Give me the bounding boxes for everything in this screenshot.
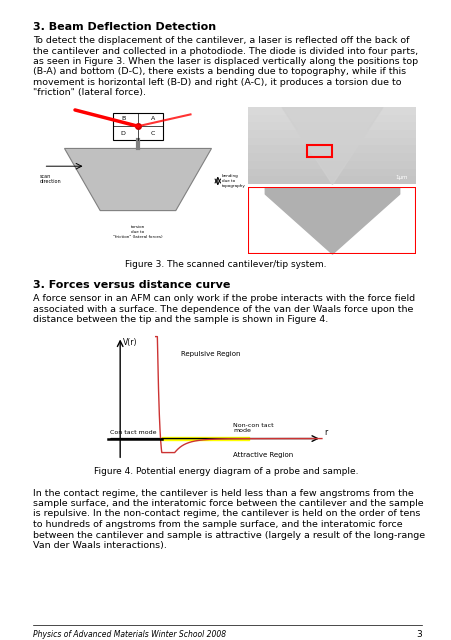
Text: r: r [323,428,327,437]
Text: associated with a surface. The dependence of the van der Waals force upon the: associated with a surface. The dependenc… [33,305,413,314]
Text: A force sensor in an AFM can only work if the probe interacts with the force fie: A force sensor in an AFM can only work i… [33,294,414,303]
Text: B: B [121,116,125,122]
Text: 3. Forces versus distance curve: 3. Forces versus distance curve [33,280,230,290]
Text: Figure 3. The scanned cantilever/tip system.: Figure 3. The scanned cantilever/tip sys… [125,260,326,269]
Text: (B-A) and bottom (D-C), there exists a bending due to topography, while if this: (B-A) and bottom (D-C), there exists a b… [33,67,405,77]
Text: between the cantilever and sample is attractive (largely a result of the long-ra: between the cantilever and sample is att… [33,531,424,540]
Text: movement is horizontal left (B-D) and right (A-C), it produces a torsion due to: movement is horizontal left (B-D) and ri… [33,78,400,87]
Polygon shape [64,148,211,211]
Text: distance between the tip and the sample is shown in Figure 4.: distance between the tip and the sample … [33,315,327,324]
Text: as seen in Figure 3. When the laser is displaced vertically along the positions : as seen in Figure 3. When the laser is d… [33,57,417,66]
Bar [248,176,415,184]
Text: to hundreds of angstroms from the sample surface, and the interatomic force: to hundreds of angstroms from the sample… [33,520,402,529]
Text: Figure 4. Potential energy diagram of a probe and sample.: Figure 4. Potential energy diagram of a … [93,467,358,476]
Bar [248,168,415,176]
Bar [248,107,415,115]
Bar [306,145,331,157]
Text: Non-con tact
mode: Non-con tact mode [233,422,273,433]
Bar [248,153,415,161]
Text: To detect the displacement of the cantilever, a laser is reflected off the back : To detect the displacement of the cantil… [33,36,409,45]
Bar [248,145,415,153]
Text: Attractive Region: Attractive Region [233,452,293,458]
Text: 3. Beam Deflection Detection: 3. Beam Deflection Detection [33,22,216,32]
Text: bending
due to
topography: bending due to topography [221,174,245,188]
Text: torsion
due to
"friction" (lateral forces): torsion due to "friction" (lateral force… [113,225,162,239]
Text: Van der Waals interactions).: Van der Waals interactions). [33,541,166,550]
Text: Physics of Advanced Materials Winter School 2008: Physics of Advanced Materials Winter Sch… [33,630,226,639]
Text: V(r): V(r) [123,338,138,347]
Text: A: A [150,116,155,122]
Text: C: C [150,131,155,136]
Bar [113,113,163,140]
Text: Repulsive Region: Repulsive Region [180,351,239,358]
Bar [248,115,415,122]
Text: is repulsive. In the non-contact regime, the cantilever is held on the order of : is repulsive. In the non-contact regime,… [33,509,419,518]
Text: In the contact regime, the cantilever is held less than a few angstroms from the: In the contact regime, the cantilever is… [33,488,413,497]
Text: 3: 3 [415,630,421,639]
Bar [248,122,415,130]
Bar [248,130,415,138]
Text: sample surface, and the interatomic force between the cantilever and the sample: sample surface, and the interatomic forc… [33,499,423,508]
Text: D: D [120,131,125,136]
Text: "friction" (lateral force).: "friction" (lateral force). [33,88,146,97]
Bar [248,138,415,145]
Bar [248,161,415,168]
Text: 1μm: 1μm [394,245,407,250]
Text: scan
direction: scan direction [39,173,61,184]
Text: the cantilever and collected in a photodiode. The diode is divided into four par: the cantilever and collected in a photod… [33,47,417,56]
Text: 1μm: 1μm [394,175,407,180]
Text: Con tact mode: Con tact mode [110,429,156,435]
